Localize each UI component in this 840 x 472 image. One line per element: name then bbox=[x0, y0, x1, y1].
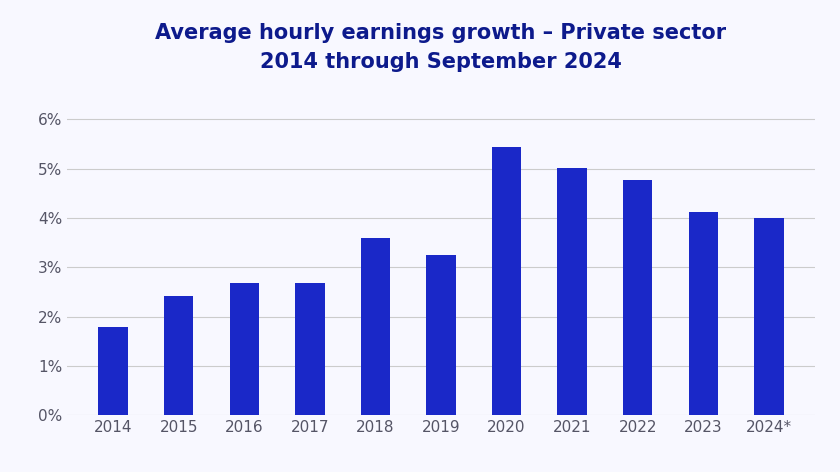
Bar bbox=[754, 218, 784, 415]
Bar bbox=[689, 212, 718, 415]
Bar bbox=[164, 296, 193, 415]
Bar bbox=[295, 283, 324, 415]
Bar bbox=[360, 238, 390, 415]
Bar bbox=[229, 283, 259, 415]
Bar bbox=[623, 180, 653, 415]
Bar bbox=[98, 327, 128, 415]
Title: Average hourly earnings growth – Private sector
2014 through September 2024: Average hourly earnings growth – Private… bbox=[155, 23, 727, 72]
Bar bbox=[426, 255, 456, 415]
Bar bbox=[492, 147, 522, 415]
Bar bbox=[558, 168, 587, 415]
